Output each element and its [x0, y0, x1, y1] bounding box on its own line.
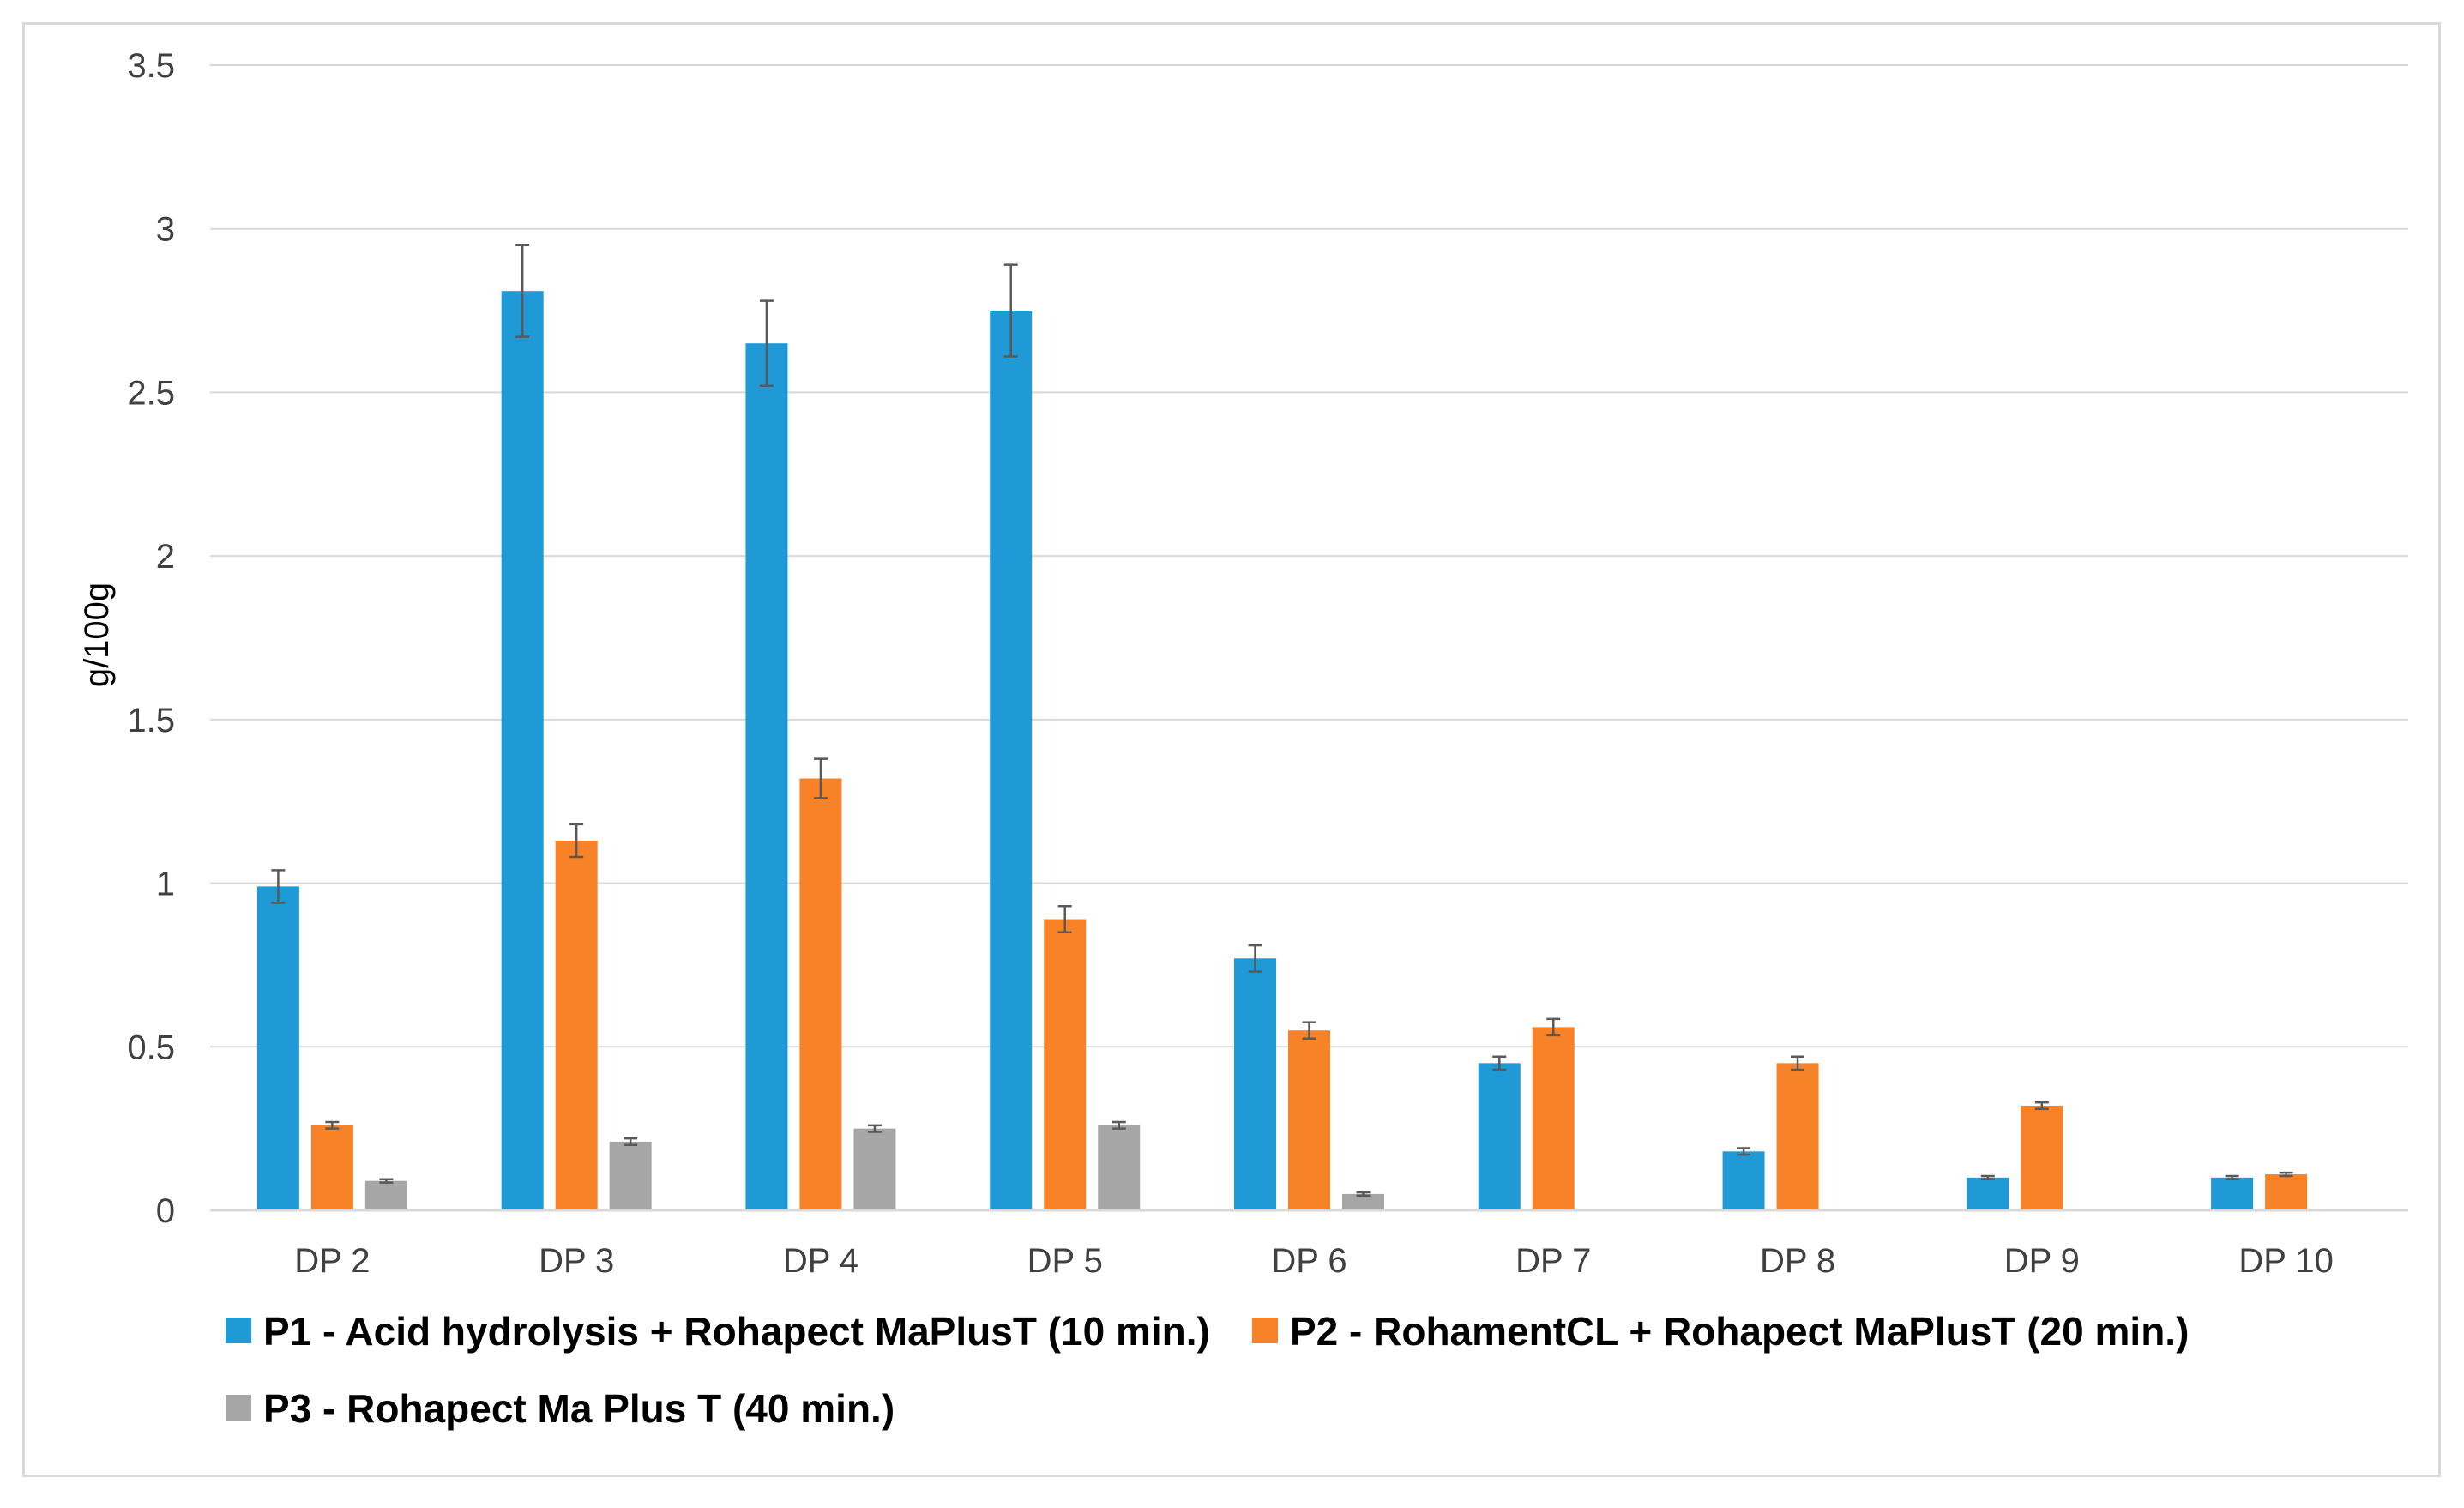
bars	[256, 291, 2308, 1211]
legend-swatch	[226, 1318, 251, 1343]
error-bars	[271, 244, 2293, 1197]
y-tick-label: 0.5	[127, 1028, 175, 1066]
y-tick-label: 0	[156, 1192, 175, 1230]
bar	[256, 886, 299, 1210]
bar	[853, 1128, 896, 1210]
y-tick-label: 2	[156, 538, 175, 576]
x-axis-ticks: DP 2 DP 3 DP 4 DP 5 DP 6 DP 7 DP 8 DP 9 DP 10	[294, 1242, 2334, 1280]
bar	[1532, 1027, 1575, 1210]
x-tick-label: DP 6	[1271, 1242, 1346, 1280]
bar	[2265, 1174, 2308, 1210]
x-tick-label: DP 5	[1027, 1242, 1103, 1280]
bar	[2021, 1105, 2063, 1210]
bar	[555, 840, 598, 1210]
y-tick-label: 1	[156, 866, 175, 903]
legend-swatch	[1252, 1318, 1278, 1343]
bar	[1776, 1063, 1819, 1210]
y-tick-label: 3.5	[127, 47, 175, 85]
bar	[1234, 958, 1276, 1210]
legend-label: P3 - Rohapect Ma Plus T (40 min.)	[263, 1386, 895, 1431]
bar	[609, 1141, 652, 1210]
legend: P1 - Acid hydrolysis + Rohapect MaPlusT …	[226, 1309, 2189, 1431]
x-tick-label: DP 4	[783, 1242, 858, 1280]
bar	[1722, 1151, 1765, 1210]
legend-label: P1 - Acid hydrolysis + Rohapect MaPlusT …	[263, 1309, 1210, 1354]
bar	[1044, 919, 1087, 1210]
bar	[310, 1125, 353, 1210]
y-tick-label: 3	[156, 211, 175, 249]
legend-label: P2 - RohamentCL + Rohapect MaPlusT (20 m…	[1290, 1309, 2189, 1354]
bar	[364, 1180, 407, 1210]
x-tick-label: DP 9	[2004, 1242, 2080, 1280]
chart-frame	[22, 22, 2441, 1477]
y-tick-label: 1.5	[127, 702, 175, 739]
x-tick-label: DP 7	[1515, 1242, 1591, 1280]
y-axis-ticks: 0 0.5 1 1.5 2 2.5 3 3.5	[127, 47, 175, 1230]
x-tick-label: DP 10	[2238, 1242, 2333, 1280]
bar	[1342, 1193, 1384, 1210]
legend-swatch	[226, 1395, 251, 1421]
y-axis-label: g/100g	[78, 582, 116, 687]
bar	[1967, 1177, 2009, 1210]
bar	[799, 778, 842, 1210]
bar	[1478, 1063, 1521, 1210]
x-tick-label: DP 3	[539, 1242, 614, 1280]
bar	[1288, 1030, 1330, 1210]
bar	[501, 291, 544, 1211]
x-tick-label: DP 8	[1760, 1242, 1835, 1280]
bar	[745, 343, 788, 1210]
y-tick-label: 2.5	[127, 374, 175, 412]
bar	[2211, 1177, 2254, 1210]
bar	[1098, 1125, 1141, 1210]
x-tick-label: DP 2	[294, 1242, 370, 1280]
bar	[990, 311, 1033, 1211]
